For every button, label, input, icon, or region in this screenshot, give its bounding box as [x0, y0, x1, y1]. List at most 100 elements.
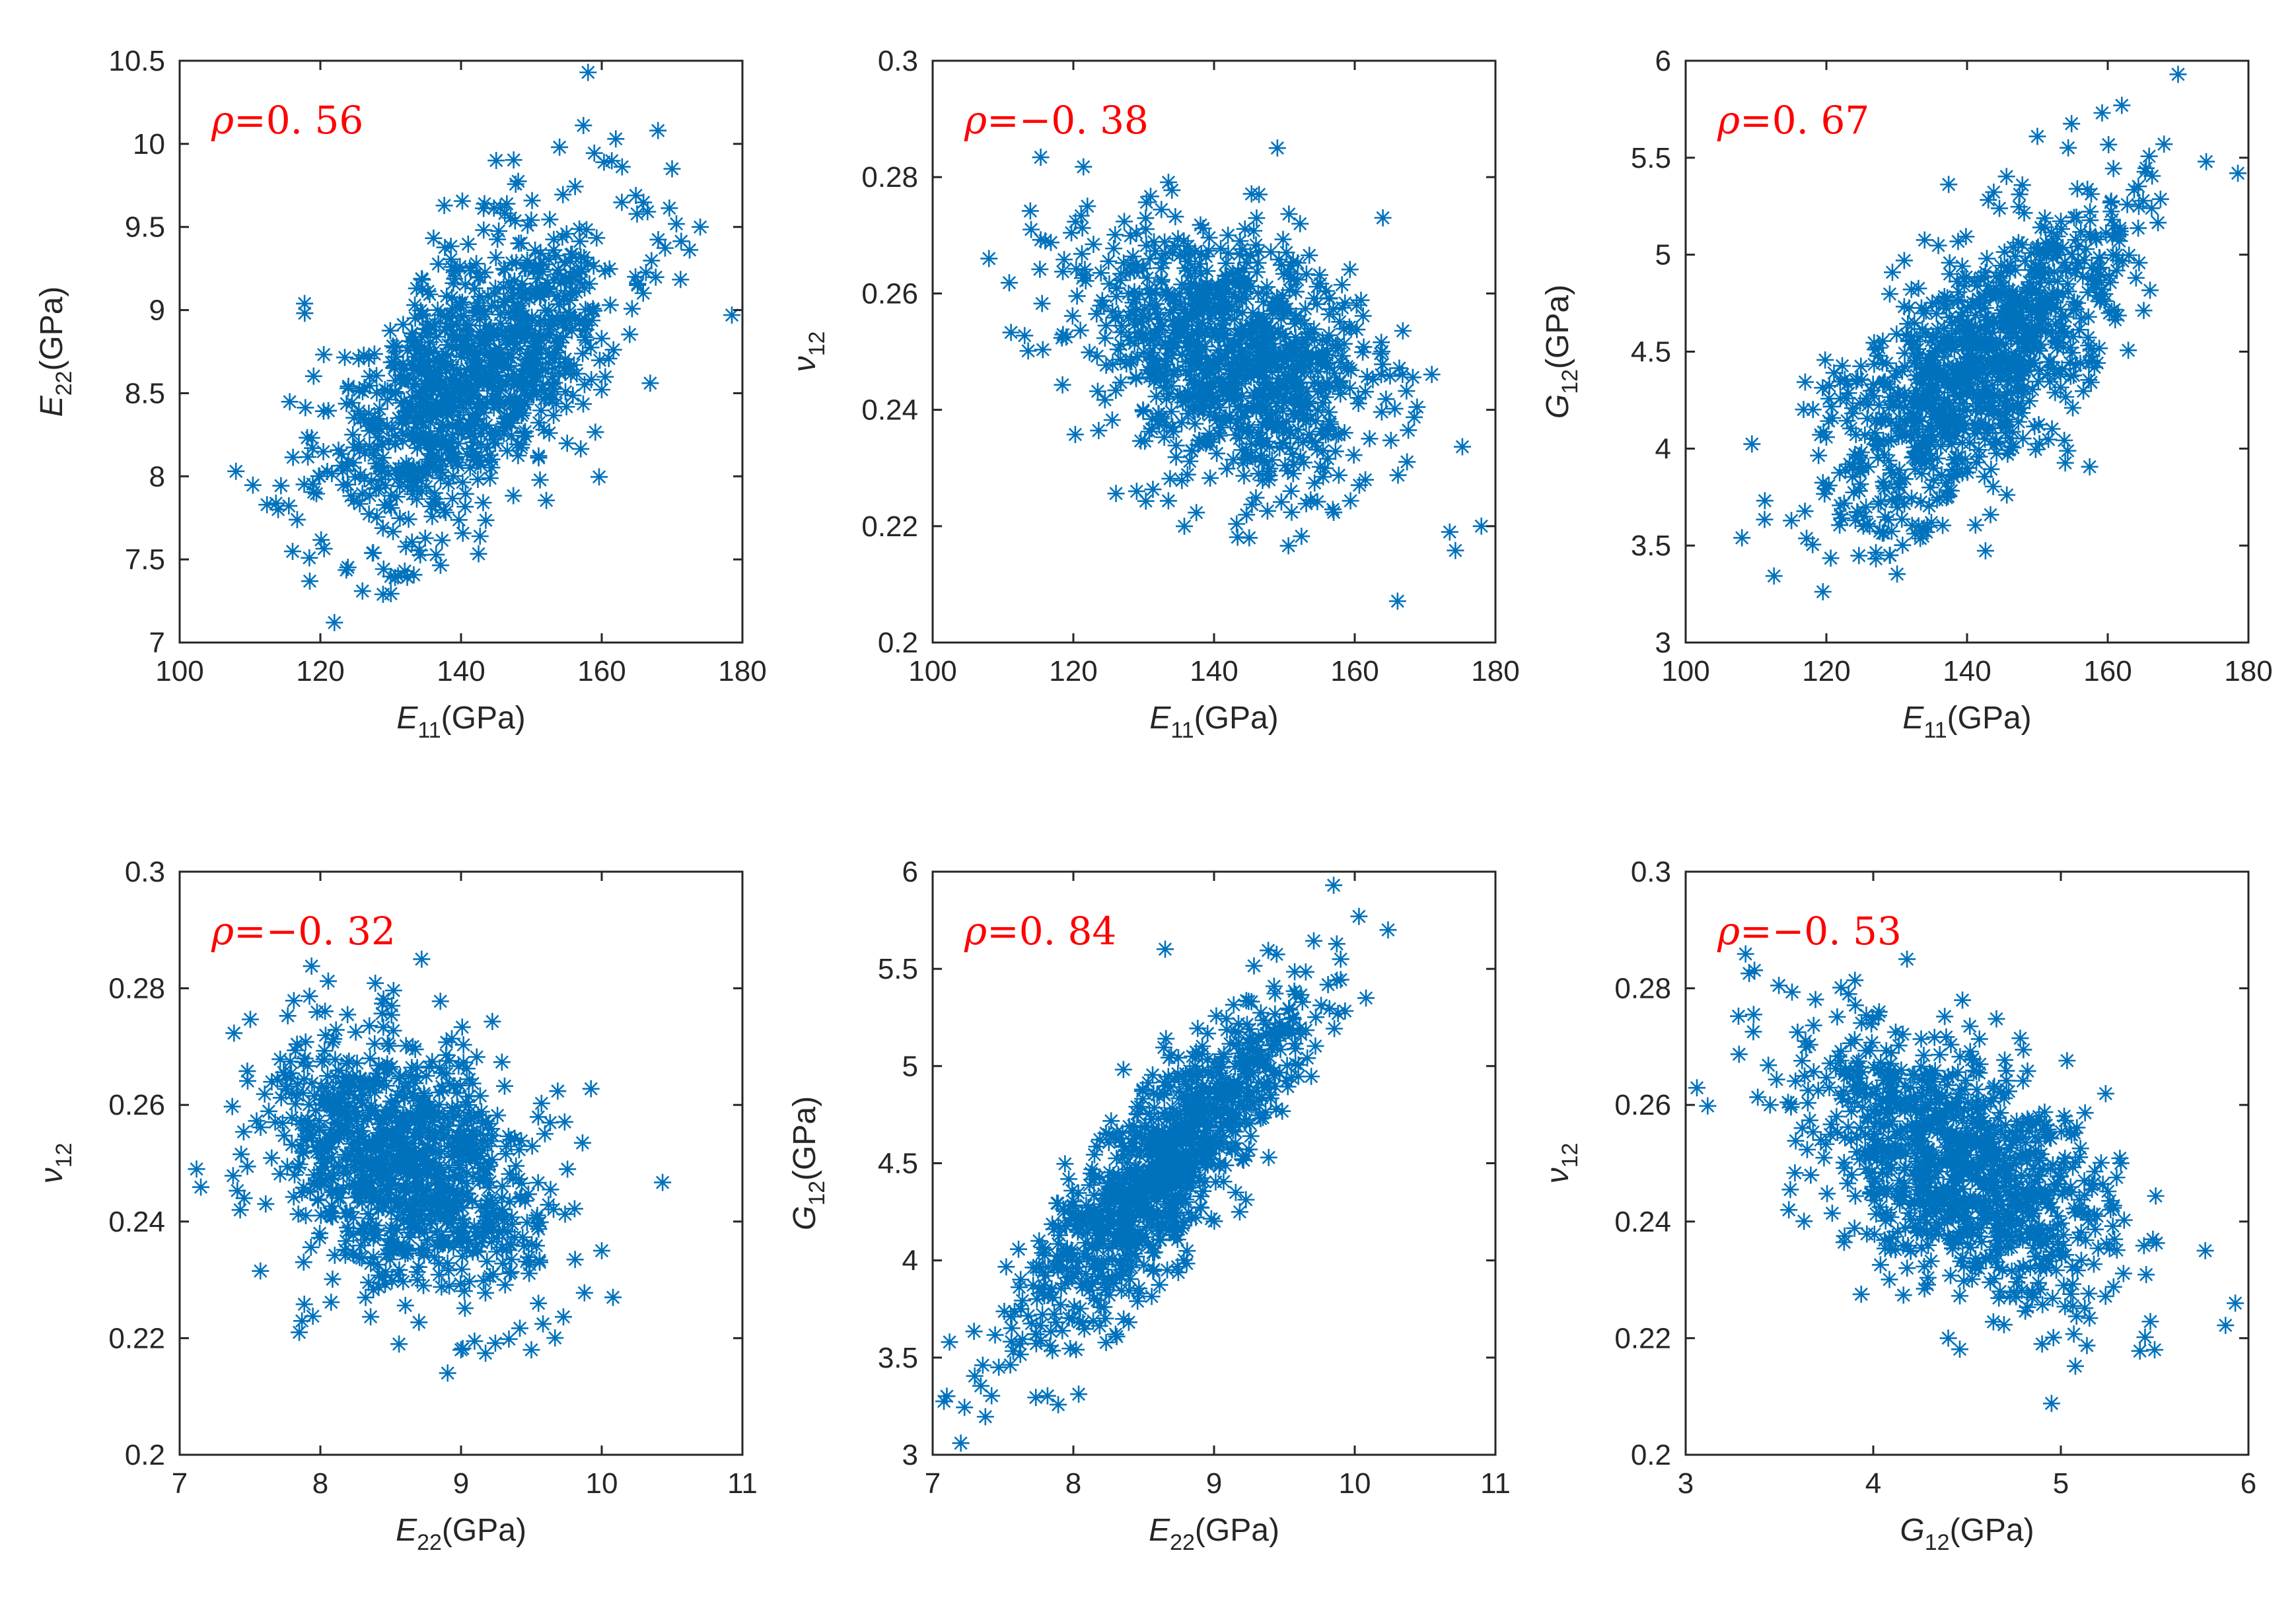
- data-point: [1214, 1133, 1232, 1151]
- data-point: [1935, 341, 1953, 359]
- data-point: [549, 1082, 567, 1100]
- data-point: [441, 392, 459, 410]
- data-point: [352, 1162, 370, 1180]
- data-point: [1054, 1201, 1072, 1218]
- data-point: [477, 1212, 495, 1230]
- data-point: [2036, 264, 2054, 282]
- data-point: [556, 1113, 573, 1131]
- data-point: [339, 1148, 357, 1166]
- data-point: [1275, 265, 1293, 283]
- data-point: [1050, 1396, 1067, 1414]
- data-point: [408, 1183, 426, 1201]
- data-point: [1884, 395, 1902, 413]
- data-point: [1923, 381, 1941, 399]
- data-point: [592, 381, 610, 399]
- data-point: [519, 217, 536, 234]
- data-point: [2001, 256, 2019, 274]
- data-point: [567, 283, 585, 301]
- data-point: [224, 1167, 242, 1185]
- data-point: [1063, 224, 1081, 242]
- data-point: [1943, 436, 1960, 454]
- data-point: [1156, 233, 1174, 251]
- data-point: [294, 1142, 312, 1160]
- data-point: [2059, 275, 2077, 293]
- data-point: [454, 473, 472, 491]
- data-point: [526, 328, 544, 345]
- data-point: [497, 1241, 515, 1259]
- data-point: [1874, 375, 1892, 393]
- data-point: [437, 1046, 455, 1064]
- x-tick-label: 100: [1661, 655, 1709, 687]
- data-point: [1301, 246, 1318, 264]
- data-point: [374, 519, 392, 537]
- data-point: [402, 466, 420, 483]
- data-point: [1012, 1300, 1030, 1318]
- data-point: [464, 406, 482, 424]
- data-point: [441, 396, 458, 414]
- data-point: [535, 421, 553, 438]
- data-point: [330, 1130, 347, 1148]
- data-point: [1127, 368, 1145, 386]
- data-point: [1820, 390, 1838, 407]
- data-point: [395, 1158, 413, 1176]
- y-tick-label: 0.2: [878, 627, 918, 659]
- data-point: [545, 407, 563, 425]
- data-point: [2063, 344, 2081, 362]
- data-point: [385, 359, 403, 377]
- data-point: [361, 1017, 378, 1035]
- data-point: [1233, 387, 1251, 405]
- data-point: [1890, 461, 1908, 479]
- data-point: [1317, 426, 1335, 444]
- data-point: [369, 410, 387, 428]
- data-point: [1324, 300, 1342, 318]
- data-point: [1254, 1012, 1272, 1030]
- data-point: [499, 357, 517, 374]
- data-point: [1333, 276, 1351, 294]
- data-point: [2140, 147, 2158, 165]
- data-point: [435, 197, 453, 215]
- data-point: [388, 488, 406, 506]
- data-point: [2023, 334, 2041, 352]
- data-point: [472, 425, 490, 442]
- data-point: [341, 1073, 359, 1091]
- data-point: [1254, 345, 1272, 363]
- data-point: [297, 399, 314, 417]
- x-axis-label: E11(GPa): [1902, 701, 2031, 743]
- data-point: [487, 344, 505, 362]
- data-point: [1227, 1183, 1244, 1201]
- data-point: [1245, 957, 1263, 975]
- data-point: [2081, 458, 2099, 475]
- data-point: [361, 1179, 378, 1197]
- y-axis-label-subscript: 12: [1558, 369, 1583, 394]
- data-point: [2043, 420, 2061, 438]
- data-point: [1266, 386, 1283, 404]
- data-point: [192, 1178, 210, 1196]
- data-point: [1847, 426, 1865, 444]
- data-point: [556, 1205, 574, 1223]
- data-point: [1147, 295, 1165, 313]
- data-point: [596, 368, 614, 386]
- data-point: [448, 1098, 466, 1116]
- data-point: [1332, 971, 1349, 989]
- data-point: [2006, 348, 2024, 366]
- data-point: [420, 1154, 438, 1172]
- data-point: [398, 1183, 415, 1201]
- data-point: [1169, 1065, 1187, 1082]
- data-point: [1198, 295, 1216, 312]
- data-point: [344, 426, 362, 444]
- data-point: [312, 1173, 330, 1191]
- data-point: [510, 1141, 528, 1159]
- data-point: [1272, 310, 1290, 328]
- data-point: [1875, 477, 1892, 495]
- data-point: [1131, 1146, 1149, 1164]
- y-tick-label: 8.5: [125, 377, 165, 409]
- data-point: [571, 232, 589, 250]
- data-point: [340, 1082, 357, 1100]
- data-point: [1144, 1066, 1162, 1084]
- data-point: [1986, 315, 2003, 333]
- data-point: [1286, 963, 1304, 981]
- data-point: [490, 222, 508, 240]
- data-point: [402, 1066, 419, 1084]
- data-point: [493, 1205, 511, 1223]
- data-point: [1840, 384, 1857, 402]
